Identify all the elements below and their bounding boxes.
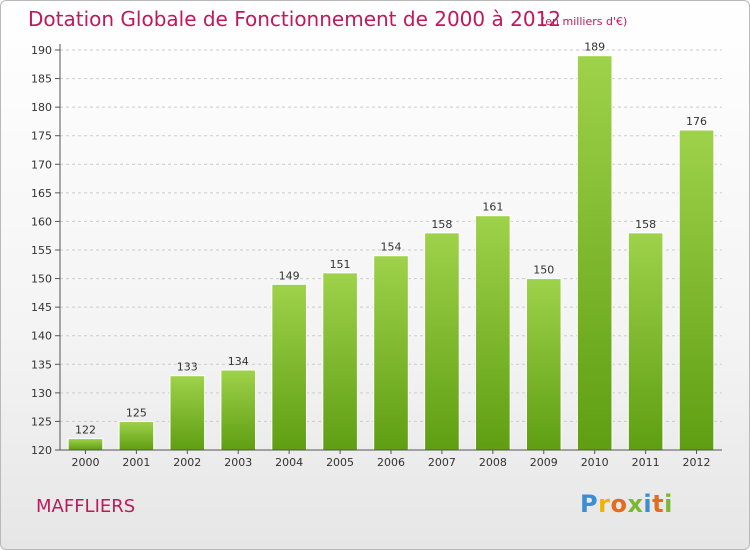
y-tick-label: 155 xyxy=(31,244,52,257)
bar-value-label: 176 xyxy=(686,115,707,128)
y-tick-label: 130 xyxy=(31,387,52,400)
bar xyxy=(271,283,307,451)
y-tick-label: 170 xyxy=(31,158,52,171)
x-tick-label: 2004 xyxy=(275,456,303,469)
bar-value-label: 189 xyxy=(584,41,605,54)
axes: 120 125 130 135 140 145 150 155 160 165 170 175 180 1… xyxy=(31,44,722,469)
bar-value-label: 150 xyxy=(533,264,554,277)
y-tick-label: 165 xyxy=(31,187,52,200)
y-tick-label: 185 xyxy=(31,73,52,86)
logo-letter: o xyxy=(610,490,628,518)
bar-value-label: 149 xyxy=(279,269,300,282)
x-tick-label: 2000 xyxy=(71,456,99,469)
y-tick-label: 140 xyxy=(31,330,52,343)
logo-letter: P xyxy=(580,490,599,518)
x-tick-label: 2006 xyxy=(377,456,405,469)
y-tick-label: 150 xyxy=(31,273,52,286)
logo-letter: x xyxy=(627,490,644,518)
chart-subtitle: (en milliers d'€) xyxy=(541,15,628,28)
bar-value-label: 161 xyxy=(482,201,503,214)
x-tick-label: 2005 xyxy=(326,456,354,469)
x-tick-label: 2009 xyxy=(530,456,558,469)
bar-value-label: 125 xyxy=(126,406,147,419)
x-tick-label: 2007 xyxy=(428,456,456,469)
x-tick-label: 2010 xyxy=(581,456,609,469)
logo-letter: t xyxy=(652,490,665,518)
bar xyxy=(220,369,257,451)
x-tick-label: 2008 xyxy=(479,456,507,469)
y-tick-label: 145 xyxy=(31,301,52,314)
bar xyxy=(67,438,104,451)
logo-letter: r xyxy=(598,490,611,518)
y-tick-label: 125 xyxy=(31,415,52,428)
bar xyxy=(118,420,155,451)
x-tick-label: 2002 xyxy=(173,456,201,469)
y-tick-label: 120 xyxy=(31,444,52,457)
bar xyxy=(373,255,409,451)
x-tick-label: 2001 xyxy=(122,456,150,469)
x-tick-label: 2011 xyxy=(632,456,660,469)
bars: 122 125 133 134 149 151 154 158 161 150 189 158 176 xyxy=(67,41,715,451)
bar xyxy=(322,272,358,451)
bar xyxy=(576,55,613,451)
y-tick-label: 135 xyxy=(31,358,52,371)
bar xyxy=(678,129,715,451)
bar xyxy=(627,232,664,451)
bar xyxy=(169,375,206,451)
commune-name: MAFFLIERS xyxy=(36,496,136,517)
chart-title: Dotation Globale de Fonctionnement de 20… xyxy=(28,7,561,31)
proxiti-logo: Proxiti xyxy=(580,490,673,518)
bar-value-label: 133 xyxy=(177,361,198,374)
bar-value-label: 158 xyxy=(635,218,656,231)
y-tick-label: 160 xyxy=(31,215,52,228)
bar-value-label: 122 xyxy=(75,424,96,437)
logo-letter: i xyxy=(664,490,673,518)
y-tick-label: 190 xyxy=(31,44,52,57)
bar-value-label: 151 xyxy=(330,258,351,271)
logo-letter: i xyxy=(643,490,653,518)
x-tick-label: 2012 xyxy=(683,456,711,469)
bar-value-label: 134 xyxy=(228,355,249,368)
x-tick-label: 2003 xyxy=(224,456,252,469)
bar xyxy=(525,278,562,451)
bar-value-label: 154 xyxy=(381,241,402,254)
bar-value-label: 158 xyxy=(431,218,452,231)
y-tick-label: 175 xyxy=(31,130,52,143)
y-tick-label: 180 xyxy=(31,101,52,114)
bar xyxy=(424,232,460,451)
bar xyxy=(475,215,511,451)
